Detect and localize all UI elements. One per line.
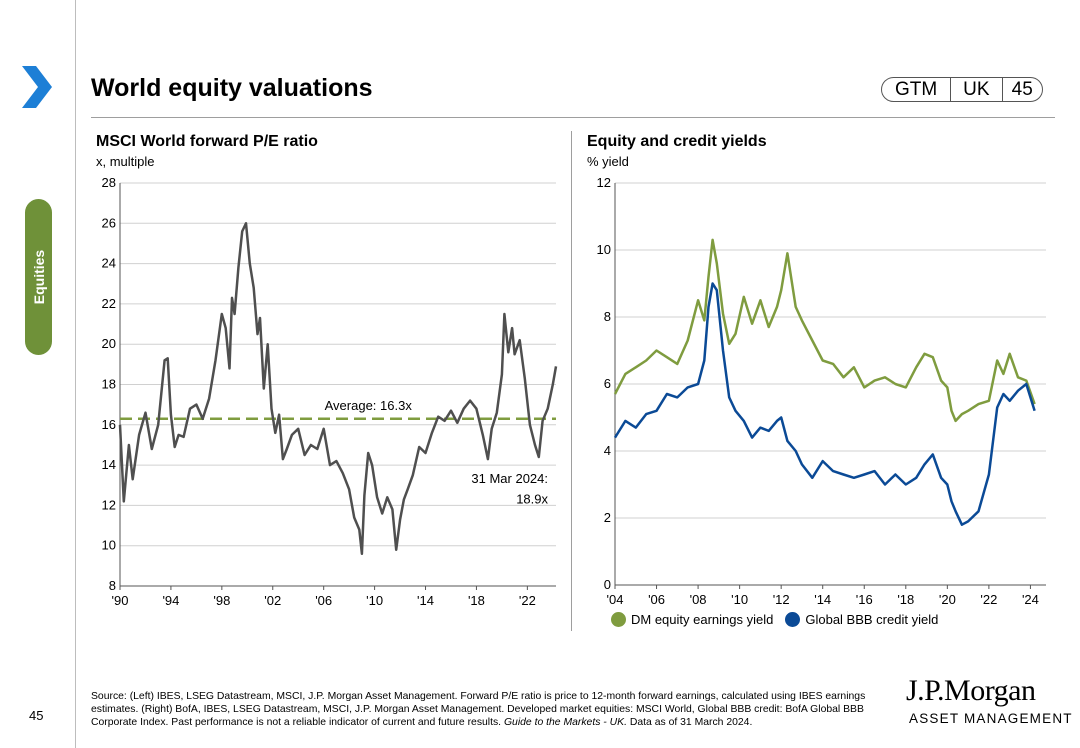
source-italic: Guide to the Markets - UK. — [503, 717, 627, 728]
x-tick-label: '14 — [417, 593, 434, 608]
source-tail: Data as of 31 March 2024. — [629, 717, 753, 728]
x-tick-label: '20 — [939, 592, 956, 607]
left-chart-title: MSCI World forward P/E ratio — [96, 133, 318, 150]
source-text: Source: (Left) IBES, LSEG Datastream, MS… — [91, 691, 866, 728]
legend-label-credit: Global BBB credit yield — [805, 612, 939, 627]
badge-gtm: GTM — [882, 78, 952, 101]
x-tick-label: '10 — [366, 593, 383, 608]
x-tick-label: '24 — [1022, 592, 1039, 607]
series-line-global-bbb-credit-yield — [613, 282, 1036, 526]
x-tick-label: '18 — [897, 592, 914, 607]
right-chart-ylabel: % yield — [587, 154, 629, 169]
y-tick-label: 12 — [102, 497, 116, 512]
y-tick-label: 8 — [604, 309, 611, 324]
y-tick-label: 20 — [102, 336, 116, 351]
y-tick-label: 18 — [102, 377, 116, 392]
x-tick-label: '12 — [773, 592, 790, 607]
y-tick-label: 10 — [102, 538, 116, 553]
legend-item-equity: DM equity earnings yield — [611, 612, 773, 627]
pe-ratio-chart: 8 10 12 14 16 18 20 22 24 26 28 '90 '94 '98 '02 '06 '10 '… — [102, 175, 558, 608]
x-tick-label: '94 — [162, 593, 179, 608]
x-tick-label: '22 — [519, 593, 536, 608]
annotation-value: 18.9x — [516, 491, 548, 506]
x-tick-label: '04 — [607, 592, 624, 607]
x-tick-label: '02 — [264, 593, 281, 608]
chart-divider — [571, 131, 572, 631]
x-tick-label: '22 — [980, 592, 997, 607]
annotation-date: 31 Mar 2024: — [471, 471, 548, 486]
gtm-badge: GTM UK 45 — [881, 77, 1043, 102]
asset-management-label: ASSET MANAGEMENT — [909, 711, 1073, 726]
jpmorgan-logo: J.P.Morgan — [906, 674, 1036, 707]
y-tick-label: 12 — [597, 175, 611, 190]
badge-region: UK — [951, 78, 1003, 101]
legend-swatch-blue — [785, 612, 801, 627]
page-number: 45 — [29, 708, 44, 723]
yields-chart: 0 2 4 6 8 10 12 '04 '06 '08 '10 '12 '14 '16 '18 '20 '22 '… — [597, 175, 1046, 607]
y-tick-label: 28 — [102, 175, 116, 190]
badge-page: 45 — [1011, 78, 1033, 100]
source-note: Source: (Left) IBES, LSEG Datastream, MS… — [91, 690, 891, 729]
y-tick-label: 4 — [604, 443, 611, 458]
x-tick-label: '90 — [112, 593, 129, 608]
y-tick-label: 16 — [102, 417, 116, 432]
yields-legend: DM equity earnings yield Global BBB cred… — [611, 612, 950, 627]
chevron-right-icon[interactable] — [18, 66, 56, 108]
y-tick-label: 22 — [102, 296, 116, 311]
y-tick-label: 0 — [604, 577, 611, 592]
average-label: Average: 16.3x — [325, 398, 413, 413]
page-title: World equity valuations — [91, 74, 373, 102]
x-tick-label: '16 — [856, 592, 873, 607]
legend-item-credit: Global BBB credit yield — [785, 612, 938, 627]
legend-label-equity: DM equity earnings yield — [631, 612, 774, 627]
y-tick-label: 2 — [604, 510, 611, 525]
x-tick-label: '14 — [814, 592, 831, 607]
x-tick-label: '06 — [648, 592, 665, 607]
right-chart-title: Equity and credit yields — [587, 133, 767, 150]
x-tick-label: '06 — [315, 593, 332, 608]
y-tick-label: 8 — [109, 578, 116, 593]
y-tick-label: 26 — [102, 215, 116, 230]
left-chart-ylabel: x, multiple — [96, 154, 155, 169]
x-tick-label: '98 — [213, 593, 230, 608]
section-tab-equities[interactable]: Equities — [25, 199, 52, 355]
x-tick-label: '08 — [690, 592, 707, 607]
sidebar-divider — [75, 0, 76, 748]
title-divider — [91, 117, 1055, 118]
y-tick-label: 14 — [102, 457, 116, 472]
series-line-dm-equity-earnings-yield — [613, 238, 1036, 423]
series-line-msci-world-forward-p-e — [118, 222, 558, 556]
legend-swatch-green — [611, 612, 626, 627]
y-tick-label: 10 — [597, 242, 611, 257]
x-tick-label: '10 — [731, 592, 748, 607]
y-tick-label: 6 — [604, 376, 611, 391]
y-tick-label: 24 — [102, 256, 116, 271]
x-tick-label: '18 — [468, 593, 485, 608]
